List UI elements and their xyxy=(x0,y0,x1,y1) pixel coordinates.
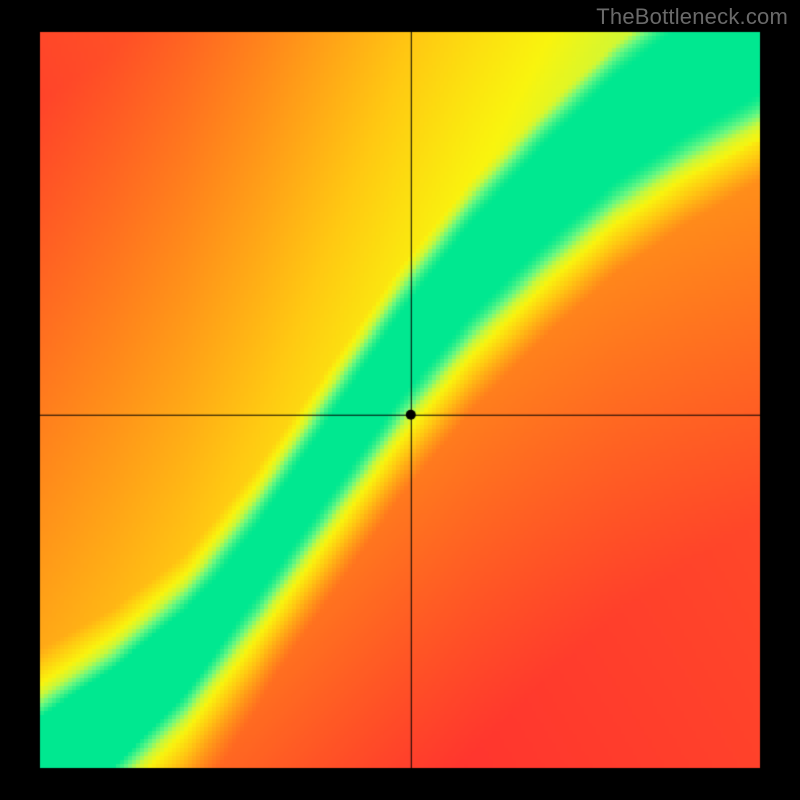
bottleneck-heatmap xyxy=(0,0,800,800)
chart-container: TheBottleneck.com xyxy=(0,0,800,800)
watermark-text: TheBottleneck.com xyxy=(596,4,788,30)
